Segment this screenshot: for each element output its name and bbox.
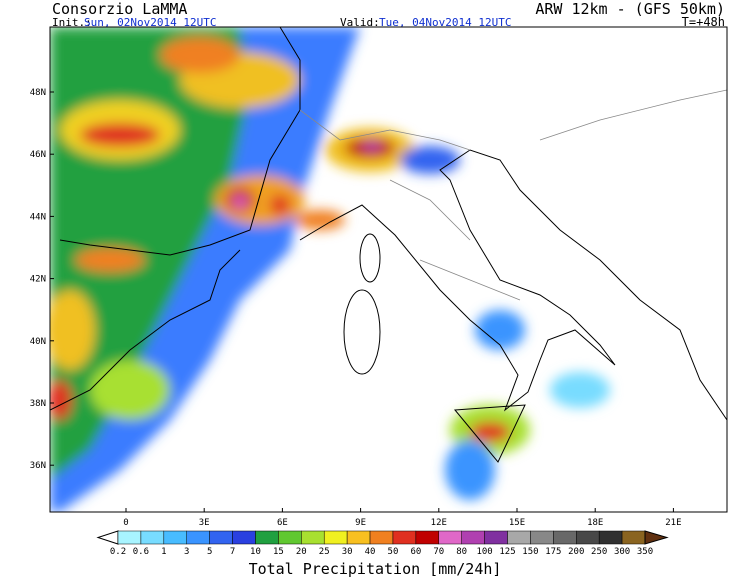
init-label: Init.:	[52, 16, 92, 29]
colorbar-box	[415, 530, 440, 545]
colorbar-box	[576, 530, 600, 545]
lat-label: 48N	[30, 88, 46, 98]
lon-label: 3E	[199, 518, 210, 528]
colorbar-end	[96, 530, 119, 545]
colorbar-box	[232, 530, 256, 545]
colorbar-label: 250	[591, 547, 607, 557]
lon-label: 9E	[355, 518, 366, 528]
colorbar-box	[140, 530, 165, 545]
colorbar-box	[209, 530, 233, 545]
lon-label: 18E	[587, 518, 603, 528]
colorbar-label: 25	[319, 547, 330, 557]
model: ARW 12km - (GFS 50km)	[535, 0, 725, 18]
colorbar-label: 40	[365, 547, 376, 557]
colorbar-box	[278, 530, 302, 545]
title: Consorzio LaMMA	[52, 0, 187, 18]
lat-label: 40N	[30, 337, 46, 347]
colorbar-box	[461, 530, 485, 545]
lon-label: 21E	[665, 518, 681, 528]
colorbar-box	[323, 530, 348, 545]
lon-label: 6E	[277, 518, 288, 528]
colorbar-label: 20	[296, 547, 307, 557]
colorbar-box	[117, 530, 142, 545]
colorbar-label: 0.6	[133, 547, 149, 557]
colorbar-box	[346, 530, 371, 545]
valid-time: Tue, 04Nov2014 12UTC	[379, 16, 511, 29]
lat-label: 42N	[30, 275, 46, 285]
lon-label: 12E	[431, 518, 447, 528]
colorbar-label: 0.2	[110, 547, 126, 557]
map-frame	[49, 26, 728, 513]
colorbar-label: 300	[614, 547, 630, 557]
colorbar-box	[484, 530, 508, 545]
colorbar-label: 7	[230, 547, 235, 557]
map-area	[50, 27, 727, 512]
colorbar-label: 30	[342, 547, 353, 557]
lat-label: 36N	[30, 461, 46, 471]
precipitation-field	[50, 27, 610, 512]
colorbar-box	[553, 530, 577, 545]
colorbar-label: 70	[433, 547, 444, 557]
colorbar-title: Total Precipitation [mm/24h]	[249, 560, 502, 578]
colorbar-label: 60	[410, 547, 421, 557]
lat-label: 38N	[30, 399, 46, 409]
colorbar-box	[392, 530, 417, 545]
colorbar-box	[530, 530, 554, 545]
colorbar-label: 100	[476, 547, 492, 557]
colorbar-box	[507, 530, 531, 545]
init-time: Sun, 02Nov2014 12UTC	[84, 16, 216, 29]
colorbar-box	[163, 530, 187, 545]
colorbar-label: 125	[499, 547, 515, 557]
colorbar-box	[301, 530, 325, 545]
colorbar-label: 80	[456, 547, 467, 557]
colorbar-box	[438, 530, 462, 545]
colorbar-label: 50	[388, 547, 399, 557]
valid-label: Valid:	[340, 16, 380, 29]
colorbar-label: 350	[637, 547, 653, 557]
colorbar-label: 175	[545, 547, 561, 557]
lead-time: T=+48h	[682, 15, 725, 29]
colorbar-label: 200	[568, 547, 584, 557]
colorbar-label: 1	[161, 547, 166, 557]
lon-label: 0	[123, 518, 128, 528]
colorbar-box	[186, 530, 210, 545]
colorbar-label: 10	[250, 547, 261, 557]
borders	[299, 89, 727, 301]
coastlines	[50, 27, 727, 463]
lat-label: 46N	[30, 150, 46, 160]
colorbar-box	[621, 530, 646, 545]
lon-label: 15E	[509, 518, 525, 528]
colorbar-label: 15	[273, 547, 284, 557]
lat-label: 44N	[30, 212, 46, 222]
colorbar-label: 5	[207, 547, 212, 557]
colorbar-label: 3	[184, 547, 189, 557]
colorbar-box	[255, 530, 279, 545]
colorbar-end	[644, 530, 669, 545]
colorbar-box	[598, 530, 623, 545]
colorbar-box	[369, 530, 394, 545]
colorbar-label: 150	[522, 547, 538, 557]
